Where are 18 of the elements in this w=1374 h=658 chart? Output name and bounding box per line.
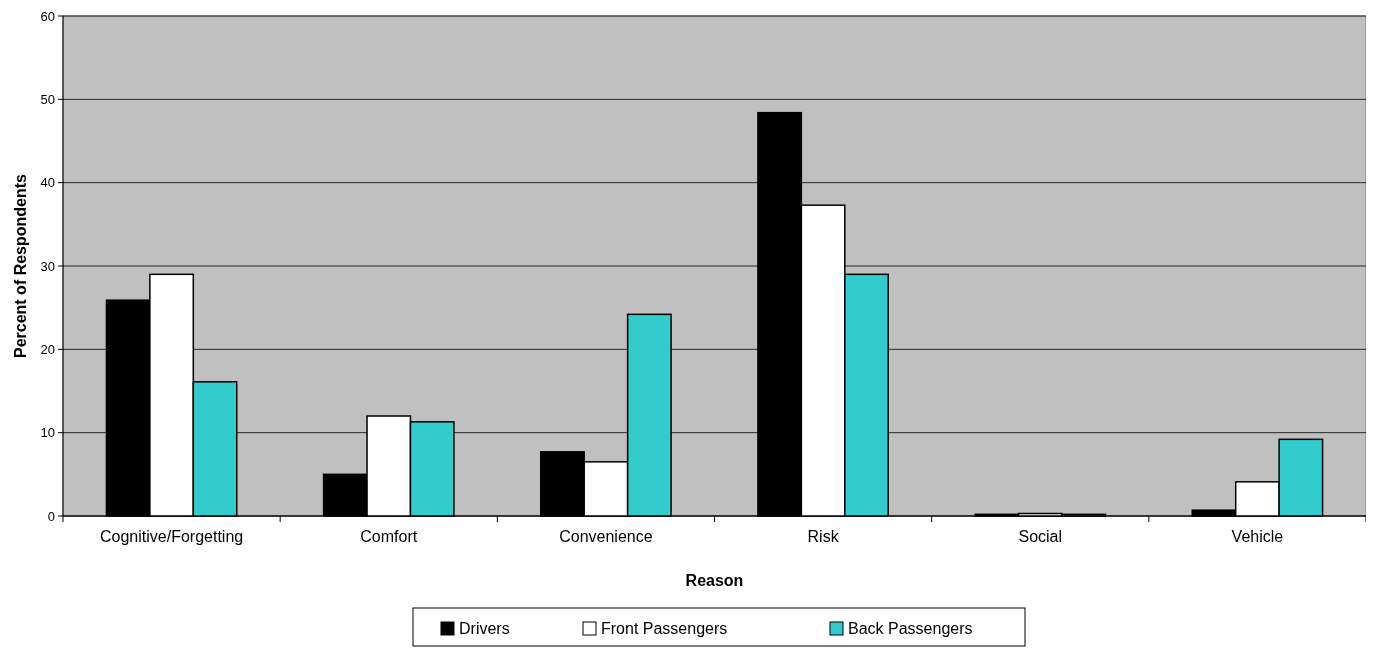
x-tick-label: Social	[1018, 528, 1063, 545]
y-axis-title: Percent of Respondents	[12, 173, 29, 359]
y-tick-label: 30	[40, 258, 55, 274]
y-tick-label: 0	[47, 508, 55, 524]
y-tick-label: 20	[40, 341, 55, 357]
x-tick-label: Vehicle	[1231, 528, 1284, 545]
x-tick-label: Cognitive/Forgetting	[99, 528, 244, 545]
y-tick-label: 40	[40, 175, 55, 191]
x-tick-label: Convenience	[559, 528, 653, 545]
x-tick-label: Risk	[807, 528, 840, 545]
legend-label: Drivers	[459, 620, 510, 637]
x-axis-title: Reason	[685, 572, 744, 589]
legend-label: Back Passengers	[848, 620, 973, 637]
x-tick-label: Comfort	[360, 528, 418, 545]
legend-label: Front Passengers	[601, 620, 728, 637]
y-tick-label: 50	[40, 91, 55, 107]
y-tick-label: 60	[40, 8, 55, 24]
y-tick-label: 10	[40, 425, 55, 441]
